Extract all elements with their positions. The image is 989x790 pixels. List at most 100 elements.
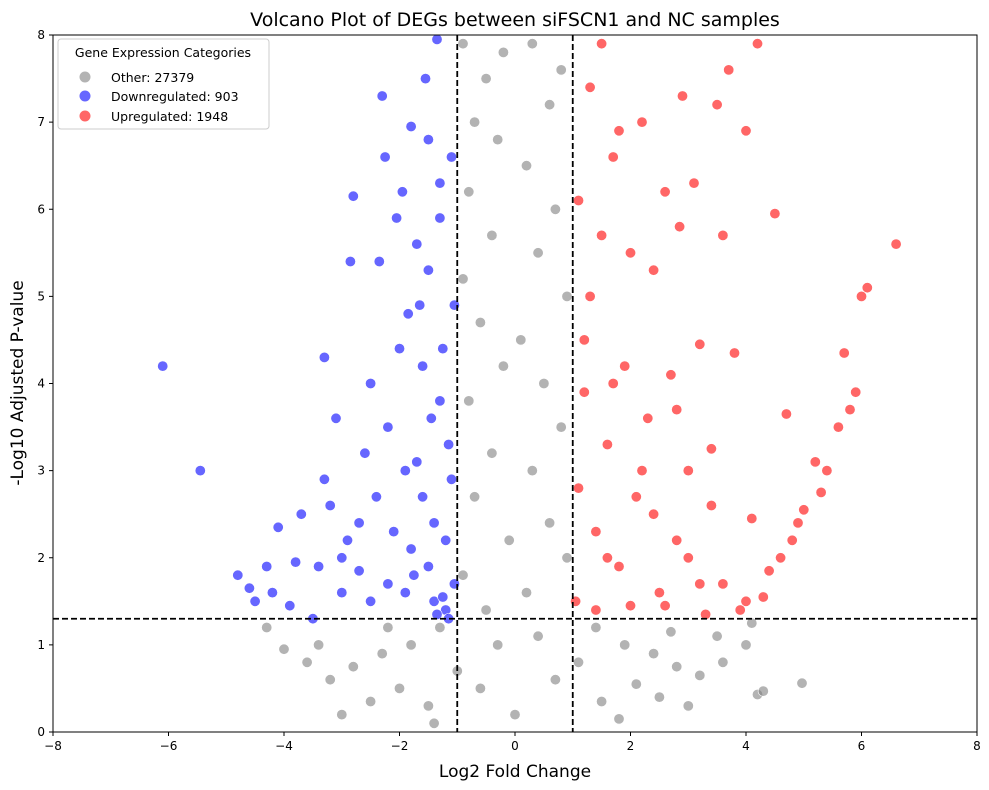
y-tick-label: 0	[37, 725, 45, 739]
point-series-1-41	[425, 412, 437, 424]
point-series-1-58	[405, 543, 417, 555]
point-series-2-10	[798, 504, 810, 516]
point-series-2-9	[809, 456, 821, 468]
point-series-0-8	[520, 160, 532, 172]
point-series-2-48	[584, 290, 596, 302]
point-series-1-25	[376, 90, 388, 102]
point-series-2-60	[624, 600, 636, 612]
point-series-2-69	[740, 595, 752, 607]
y-axis-ticks: 0 1 2 3 4 5 6 7 8	[37, 28, 53, 739]
point-series-1-19	[347, 190, 359, 202]
point-series-2-7	[821, 465, 833, 477]
point-series-1-36	[411, 238, 423, 250]
point-series-0-67	[711, 630, 723, 642]
point-series-2-28	[694, 338, 706, 350]
point-series-1-1	[194, 465, 206, 477]
point-series-2-58	[607, 377, 619, 389]
point-series-2-64	[671, 404, 683, 416]
point-series-1-35	[408, 569, 420, 581]
point-series-0-16	[515, 334, 527, 346]
legend-marker-downregulated	[79, 90, 91, 102]
point-series-2-34	[665, 369, 677, 381]
point-series-0-55	[365, 695, 377, 707]
point-series-2-19	[746, 512, 758, 524]
point-series-2-42	[619, 360, 631, 372]
point-series-2-25	[711, 99, 723, 111]
x-tick-label: −6	[160, 739, 178, 753]
point-series-0-34	[376, 648, 388, 660]
point-series-0-68	[382, 621, 394, 633]
point-series-0-62	[428, 717, 440, 729]
point-series-0-30	[434, 621, 446, 633]
point-series-0-27	[457, 569, 469, 581]
point-series-1-64	[336, 552, 348, 564]
point-series-2-41	[624, 247, 636, 259]
point-series-1-68	[422, 264, 434, 276]
point-series-2-30	[682, 465, 694, 477]
point-series-1-62	[353, 517, 365, 529]
point-series-0-60	[757, 685, 769, 697]
point-series-1-8	[284, 600, 296, 612]
point-series-2-62	[648, 508, 660, 520]
point-series-2-66	[694, 578, 706, 590]
y-axis-label: -Log10 Adjusted P-value	[8, 280, 28, 485]
point-series-2-54	[584, 81, 596, 93]
point-series-0-39	[694, 669, 706, 681]
point-series-0-3	[526, 38, 538, 50]
point-series-1-17	[341, 534, 353, 546]
y-tick-label: 6	[37, 202, 45, 216]
point-series-0-64	[492, 639, 504, 651]
point-series-0-24	[544, 517, 556, 529]
point-series-0-61	[796, 677, 808, 689]
point-series-0-13	[457, 273, 469, 285]
point-series-1-69	[434, 177, 446, 189]
point-series-0-51	[572, 656, 584, 668]
point-series-1-45	[437, 343, 449, 355]
point-series-1-15	[324, 499, 336, 511]
point-series-2-24	[717, 229, 729, 241]
point-series-2-4	[844, 404, 856, 416]
point-series-1-43	[431, 33, 443, 45]
point-series-0-46	[393, 682, 405, 694]
point-series-2-53	[578, 334, 590, 346]
point-series-2-63	[659, 600, 671, 612]
x-tick-label: −4	[275, 739, 293, 753]
point-series-1-54	[428, 517, 440, 529]
point-series-1-30	[393, 343, 405, 355]
point-series-2-57	[601, 552, 613, 564]
point-series-2-59	[613, 125, 625, 137]
legend-title: Gene Expression Categories	[75, 45, 251, 60]
point-series-0-14	[561, 290, 573, 302]
point-series-0-54	[549, 674, 561, 686]
point-series-2-15	[769, 208, 781, 220]
point-series-2-1	[861, 282, 873, 294]
point-series-0-6	[544, 99, 556, 111]
point-series-0-11	[486, 229, 498, 241]
point-series-1-66	[437, 591, 449, 603]
point-series-0-42	[278, 643, 290, 655]
point-series-2-40	[630, 491, 642, 503]
point-series-0-31	[590, 621, 602, 633]
point-series-1-29	[391, 212, 403, 224]
point-series-1-3	[243, 582, 255, 594]
point-series-0-33	[619, 639, 631, 651]
point-series-0-37	[671, 661, 683, 673]
point-series-1-33	[402, 308, 414, 320]
point-series-0-22	[526, 465, 538, 477]
point-series-1-27	[382, 421, 394, 433]
point-series-1-59	[399, 587, 411, 599]
point-series-0-2	[497, 46, 509, 58]
point-series-2-26	[705, 443, 717, 455]
points-layer	[157, 33, 902, 729]
point-series-1-23	[370, 491, 382, 503]
y-tick-label: 1	[37, 638, 45, 652]
point-series-1-10	[295, 508, 307, 520]
point-series-1-2	[232, 569, 244, 581]
y-tick-label: 3	[37, 464, 45, 478]
legend-label-upregulated: Upregulated: 1948	[111, 109, 228, 124]
x-axis-ticks: −8 −6 −4 −2 0 2 4 6 8	[44, 732, 981, 753]
point-series-0-69	[665, 626, 677, 638]
point-series-1-18	[344, 255, 356, 267]
x-tick-label: 2	[627, 739, 635, 753]
point-series-2-11	[792, 517, 804, 529]
